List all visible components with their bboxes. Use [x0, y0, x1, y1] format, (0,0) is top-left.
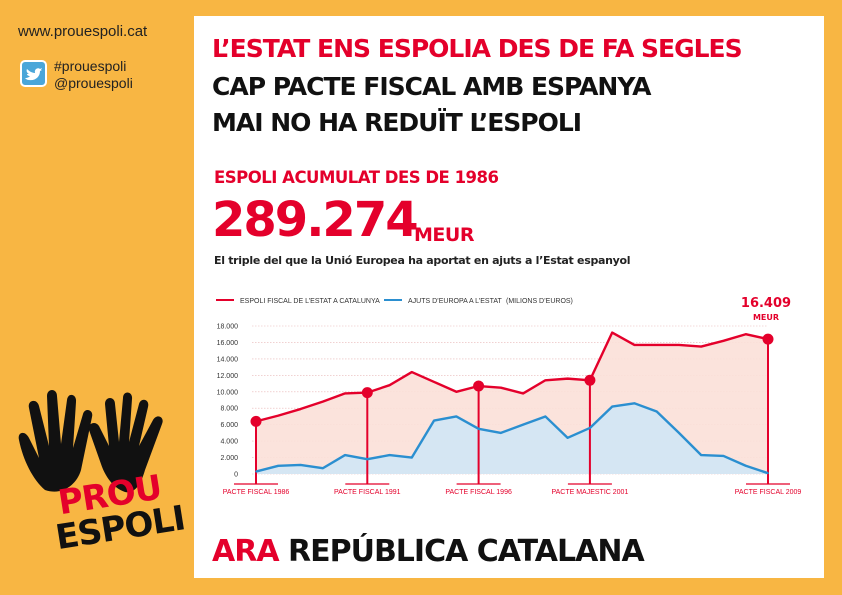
espoli-point — [611, 331, 613, 334]
ajuts-point — [767, 472, 769, 474]
y-tick-label: 2.000 — [220, 455, 238, 462]
espoli-point — [411, 371, 413, 373]
stat-label: ESPOLI ACUMULAT DES DE 1986 — [214, 168, 499, 187]
ajuts-point — [633, 402, 636, 405]
espoli-point — [678, 344, 680, 346]
y-tick-label: 8.000 — [220, 406, 238, 413]
footer-accent: ARA — [212, 534, 280, 569]
headline-line-3: MAI NO HA REDUÏT L’ESPOLI — [212, 108, 582, 137]
pact-label: PACTE MAJESTIC 2001 — [551, 489, 628, 496]
pact-point — [361, 387, 373, 399]
y-tick-label: 4.000 — [220, 439, 238, 446]
espoli-point — [744, 333, 747, 336]
y-tick-label: 0 — [234, 472, 238, 479]
ajuts-point — [566, 437, 569, 439]
infographic-panel: L’ESTAT ENS ESPOLIA DES DE FA SEGLES CAP… — [194, 16, 824, 578]
pact-point — [584, 374, 596, 386]
espoli-point — [299, 408, 302, 410]
pact-point — [762, 333, 774, 345]
ajuts-point — [744, 464, 747, 467]
pact-point — [250, 415, 262, 427]
ajuts-point — [411, 456, 413, 459]
espoli-point — [433, 381, 435, 383]
pact-label: PACTE FISCAL 1996 — [445, 489, 512, 496]
ajuts-point — [722, 455, 725, 457]
ajuts-point — [611, 405, 613, 408]
ajuts-point — [455, 415, 458, 418]
ajuts-point — [255, 470, 257, 473]
espoli-point — [700, 345, 703, 348]
ajuts-line — [255, 402, 769, 475]
ajuts-point — [433, 419, 435, 422]
y-tick-label: 10.000 — [217, 389, 239, 396]
ajuts-point — [388, 454, 391, 456]
line-chart: ESPOLI FISCAL DE L’ESTAT A CATALUNYA AJUT… — [216, 296, 802, 496]
espoli-line — [255, 331, 769, 423]
espoli-point — [277, 414, 280, 417]
final-value-label: 16.409 — [741, 296, 791, 311]
twitter-hashtag[interactable]: #prouespoli — [54, 58, 127, 74]
final-value-unit: MEUR — [753, 313, 779, 322]
ajuts-point — [321, 467, 324, 470]
legend-units-label: (MILIONS D’EUROS) — [506, 298, 573, 305]
hands-icon — [18, 390, 163, 493]
ajuts-point — [544, 415, 547, 418]
espoli-point — [633, 344, 636, 346]
stat-value: 289.274 — [212, 192, 419, 248]
pact-point — [473, 380, 485, 392]
y-tick-label: 14.000 — [217, 356, 239, 363]
ajuts-point — [477, 427, 480, 430]
espoli-point — [388, 384, 391, 387]
espoli-point — [522, 392, 524, 395]
ajuts-point — [655, 410, 658, 413]
espoli-point — [655, 344, 658, 346]
footer-slogan: ARA REPÚBLICA CATALANA — [212, 534, 645, 569]
ajuts-point — [500, 432, 502, 434]
espoli-point — [321, 400, 324, 403]
espoli-point — [455, 390, 458, 393]
stat-unit: MEUR — [414, 224, 474, 246]
ajuts-point — [589, 427, 591, 429]
stat-note: El triple del que la Unió Europea ha apo… — [214, 254, 631, 267]
espoli-point — [722, 340, 725, 342]
headline-line-2: CAP PACTE FISCAL AMB ESPANYA — [212, 72, 651, 101]
ajuts-point — [366, 458, 369, 461]
espoli-point — [344, 392, 346, 395]
ajuts-point — [522, 423, 524, 426]
ajuts-point — [700, 454, 703, 456]
pact-label: PACTE FISCAL 1991 — [334, 489, 401, 496]
footer-rest: REPÚBLICA CATALANA — [288, 534, 645, 569]
legend-label-espoli: ESPOLI FISCAL DE L’ESTAT A CATALUNYA — [240, 298, 380, 305]
headline-line-1: L’ESTAT ENS ESPOLIA DES DE FA SEGLES — [212, 34, 743, 63]
y-tick-label: 12.000 — [217, 373, 239, 380]
pact-label: PACTE FISCAL 2009 — [735, 489, 802, 496]
website-url[interactable]: www.prouespoli.cat — [18, 23, 148, 40]
y-tick-label: 6.000 — [220, 422, 238, 429]
espoli-point — [544, 379, 547, 382]
twitter-icon[interactable] — [20, 60, 47, 87]
ajuts-point — [678, 432, 680, 434]
ajuts-point — [344, 454, 346, 456]
y-tick-label: 18.000 — [217, 324, 239, 331]
twitter-handle[interactable]: @prouespoli — [54, 75, 133, 91]
ajuts-point — [277, 464, 280, 467]
y-tick-label: 16.000 — [217, 340, 239, 347]
pact-label: PACTE FISCAL 1986 — [223, 489, 290, 496]
espoli-point — [566, 377, 569, 380]
ajuts-point — [299, 464, 302, 466]
prou-espoli-logo: PROU ESPOLI — [48, 468, 188, 559]
legend-label-ajuts: AJUTS D’EUROPA A L’ESTAT — [408, 298, 502, 305]
espoli-point — [500, 386, 502, 389]
